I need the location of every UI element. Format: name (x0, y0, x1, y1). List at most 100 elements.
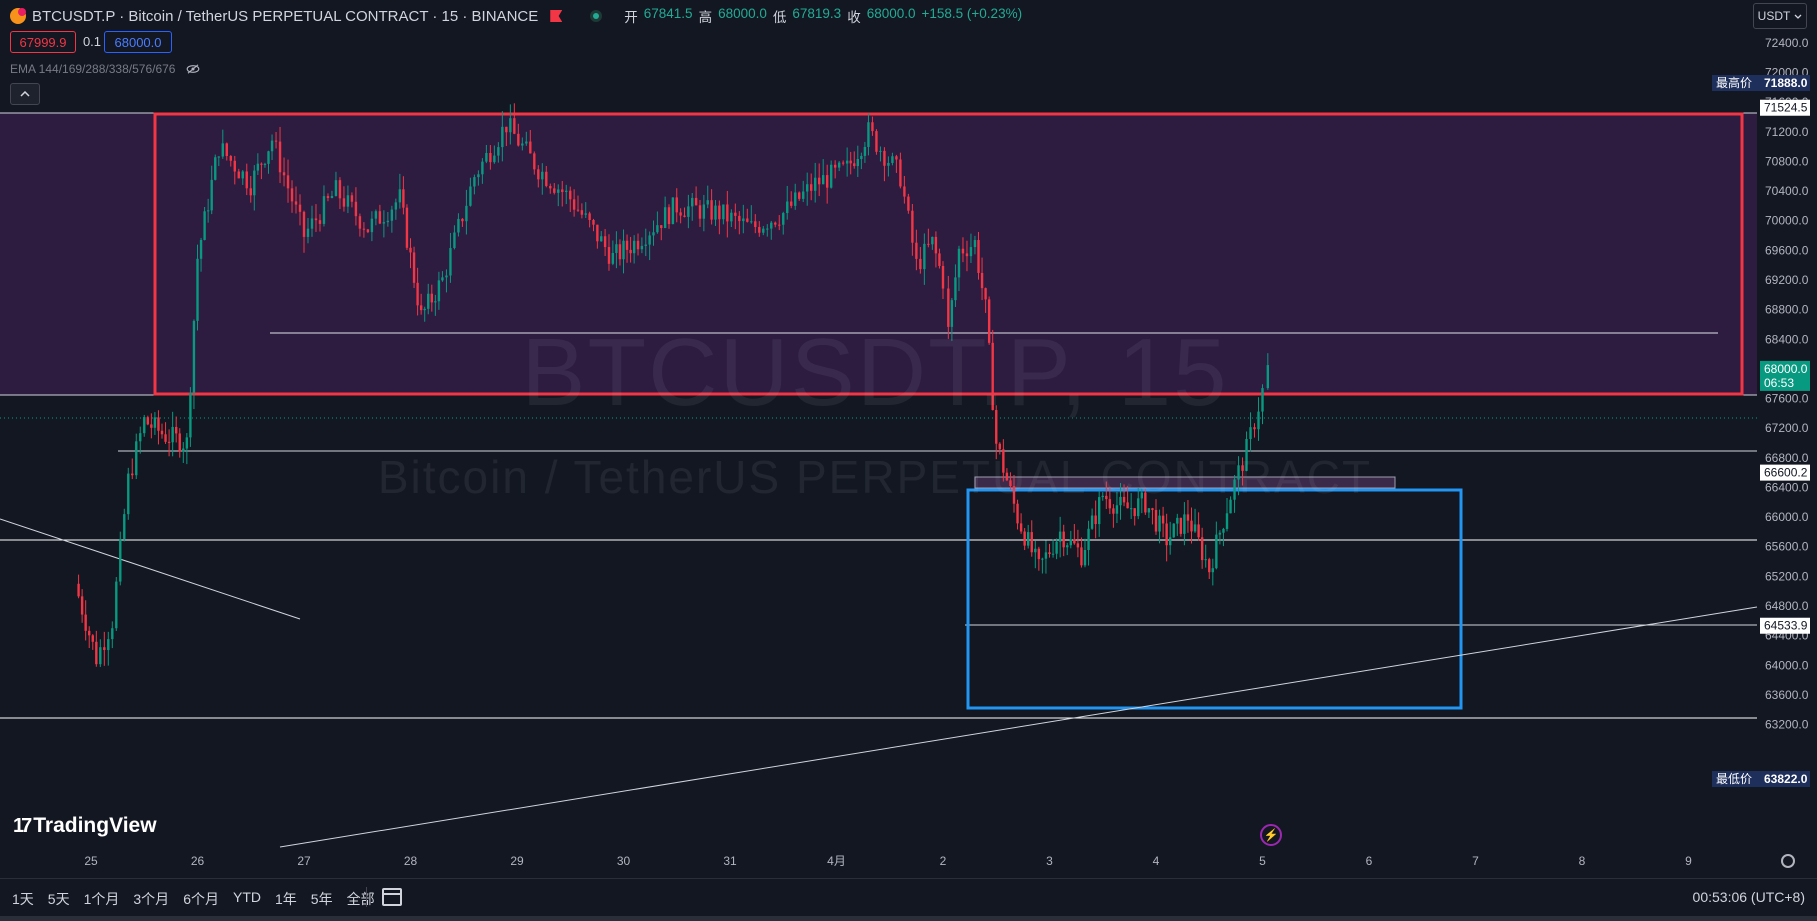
countdown-label: 06:53 (1764, 376, 1794, 390)
price-tick-label: 72400.0 (1765, 36, 1809, 50)
price-axis[interactable]: 72400.072000.071600.071200.070800.070400… (1712, 36, 1810, 787)
gear-icon[interactable] (1781, 854, 1795, 868)
range-6m[interactable]: 6个月 (183, 891, 219, 907)
indicator-label[interactable]: EMA 144/169/288/338/576/676 (10, 62, 176, 76)
tradingview-brand: TradingView (33, 814, 157, 837)
candle-body (714, 205, 717, 220)
candle-body (907, 196, 910, 211)
calendar-icon[interactable] (382, 888, 402, 906)
candle-body (687, 206, 690, 217)
range-all[interactable]: 全部 (346, 891, 375, 907)
candle-body (1186, 514, 1190, 521)
candle-body (1041, 558, 1044, 560)
candle-body (221, 143, 224, 157)
range-1y[interactable]: 1年 (274, 891, 297, 907)
eye-hidden-icon[interactable] (185, 64, 201, 74)
trend-line-up[interactable] (279, 606, 1758, 848)
candle-body (1108, 499, 1112, 509)
candle-body (465, 205, 468, 222)
range-3m[interactable]: 3个月 (133, 891, 170, 907)
indicator-legend[interactable]: EMA 144/169/288/338/576/676 (10, 62, 201, 76)
candle-body (334, 180, 338, 196)
candle-body (1237, 465, 1240, 480)
candle-body (402, 189, 405, 208)
candle-body (1218, 532, 1222, 535)
candle-body (895, 156, 898, 160)
candle-body (1101, 495, 1104, 498)
candle-body (99, 647, 102, 665)
candle-body (210, 179, 213, 211)
candle-body (706, 200, 709, 205)
range-box-red[interactable] (153, 112, 1744, 396)
candle-body (185, 437, 189, 449)
flag-icon[interactable] (550, 10, 563, 22)
candle-body (683, 215, 686, 217)
price-tick-label: 68400.0 (1765, 332, 1809, 346)
trend-line-down[interactable] (0, 518, 301, 620)
chevron-up-icon (20, 91, 30, 97)
candle-body (1080, 547, 1083, 566)
range-5d[interactable]: 5天 (47, 891, 70, 907)
price-tick-label: 65600.0 (1765, 540, 1809, 554)
candle-body (233, 160, 236, 172)
candle-body (278, 141, 282, 173)
candle-body (553, 188, 556, 193)
low-label: 低 (772, 10, 787, 25)
lightning-icon[interactable]: ⚡ (1260, 824, 1282, 846)
candle-body (84, 614, 87, 631)
candle-body (338, 180, 342, 199)
buy-button[interactable]: 68000.0 (104, 31, 172, 53)
candle-body (237, 171, 240, 179)
range-box-blue[interactable] (966, 488, 1463, 710)
candle-body (1225, 513, 1229, 529)
sell-button[interactable]: 67999.9 (10, 31, 76, 53)
candle-body (164, 434, 167, 442)
candle-body (346, 195, 350, 207)
candle-body (1083, 550, 1087, 566)
candle-body (629, 249, 632, 254)
candle-body (326, 196, 330, 198)
candle-body (225, 143, 228, 157)
symbol-title[interactable]: BTCUSDT.P · Bitcoin / TetherUS PERPETUAL… (32, 7, 539, 25)
spread-value: 0.1 (82, 33, 102, 49)
candle-body (580, 210, 584, 215)
range-5y[interactable]: 5年 (310, 891, 333, 907)
candle-body (915, 242, 918, 259)
candle-body (107, 639, 110, 651)
currency-select[interactable]: USDT (1753, 3, 1807, 29)
candle-body (652, 232, 655, 236)
price-line-label-box (1760, 617, 1810, 634)
candle-body (473, 177, 476, 187)
tradingview-logo[interactable]: 17 TradingView (13, 814, 157, 838)
candle-body (1069, 539, 1072, 546)
candle-body (445, 275, 448, 278)
clock[interactable]: 00:53:06 (UTC+8) (1692, 889, 1805, 905)
candle-body (911, 210, 914, 243)
time-tick-label: 27 (297, 854, 311, 868)
candle-body (730, 212, 733, 222)
price-line-label-box (1760, 99, 1810, 116)
candle-body (358, 216, 362, 229)
candle-body (1048, 552, 1051, 555)
candle-body (545, 171, 548, 186)
candle-body (938, 253, 941, 266)
time-axis[interactable]: 25 26 27 28 29 30 31 4月 2 3 4 5 6 7 8 9 (84, 854, 1692, 868)
candle-body (350, 195, 354, 202)
candle-body (1266, 365, 1270, 389)
candle-body (123, 514, 126, 539)
range-ytd[interactable]: YTD (232, 889, 261, 905)
candle-body (206, 210, 210, 212)
candle-body (947, 288, 950, 327)
candle-body (1144, 492, 1147, 513)
time-tick-label: 31 (723, 854, 737, 868)
candle-body (541, 171, 544, 180)
collapse-legend-button[interactable] (10, 83, 40, 105)
watermark-name: Bitcoin / TetherUS PERPETUAL CONTRACT (377, 451, 1373, 503)
candle-body (146, 417, 149, 425)
range-1m[interactable]: 1个月 (83, 891, 120, 907)
candle-body (694, 197, 698, 206)
candle-body (691, 197, 694, 207)
candle-body (249, 188, 252, 196)
range-1d[interactable]: 1天 (12, 891, 34, 907)
